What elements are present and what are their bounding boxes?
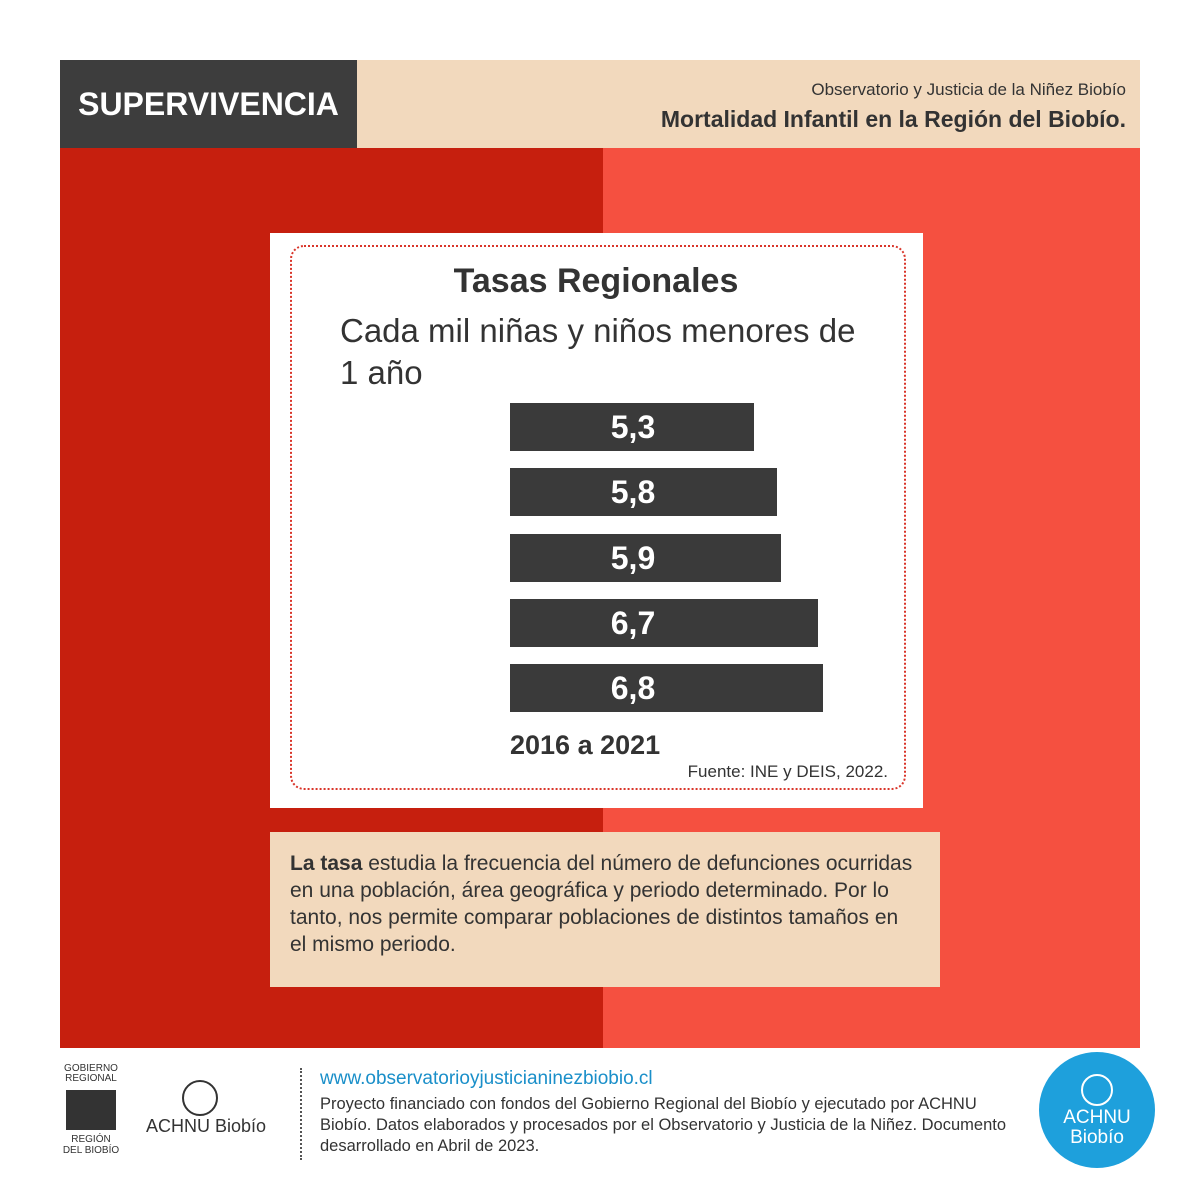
chart-title: Tasas Regionales [453, 262, 739, 300]
gore-bottom: REGIÓN DEL BIOBÍO [62, 1134, 120, 1156]
value-label: 5,8 [610, 474, 656, 511]
value-label: 5,9 [610, 539, 656, 576]
chart-subtitle: Cada mil niñas y niños menores de 1 año [340, 312, 856, 391]
org-name: Observatorio y Justicia de la Niñez Biob… [811, 80, 1126, 99]
badge-emblem [1081, 1074, 1113, 1106]
source: Fuente: INE y DEIS, 2022. [687, 762, 888, 781]
gore-emblem [66, 1090, 116, 1130]
achnu-logo: ACHNU Biobío [146, 1116, 267, 1136]
un-emblem [182, 1080, 218, 1116]
note-box: La tasa estudia la frecuencia del número… [270, 832, 940, 987]
bar [510, 533, 782, 582]
chart-card [270, 233, 923, 808]
note-text: estudia la frecuencia del número de defu… [290, 852, 913, 956]
separator [300, 1068, 302, 1160]
badge-top: ACHNU [1063, 1107, 1131, 1128]
value-label: 5,3 [610, 409, 656, 445]
bar [510, 598, 819, 647]
value-label: 6,8 [610, 670, 656, 706]
card-border [290, 245, 906, 790]
footer-text: Proyecto financiado con fondos del Gobie… [320, 1095, 1007, 1155]
section-label: SUPERVIVENCIA [60, 60, 357, 148]
value-label: 6,7 [610, 604, 656, 641]
header-band [357, 60, 1140, 148]
note-bold: La tasa [290, 852, 363, 875]
gore-top: GOBIERNO REGIONAL [64, 1063, 118, 1084]
bar [510, 403, 754, 451]
footer-url[interactable]: www.observatorioyjusticianinezbiobio.cl [320, 1068, 653, 1089]
bar [510, 664, 823, 712]
bar [510, 468, 777, 517]
badge: ACHNU Biobío [1039, 1052, 1155, 1168]
period: 2016 a 2021 [510, 730, 661, 760]
header-title: Mortalidad Infantil en la Región del Bio… [660, 106, 1126, 132]
badge-bottom: Biobío [1070, 1127, 1124, 1148]
